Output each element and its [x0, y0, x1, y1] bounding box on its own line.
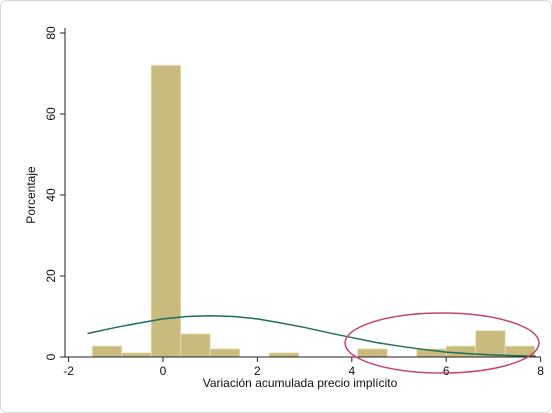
bar — [91, 345, 123, 358]
y-tick-label: 80 — [44, 26, 58, 40]
plot-area: 0 20 40 60 80 -2 0 2 4 6 8 — [44, 26, 544, 378]
bar — [209, 348, 241, 358]
bar — [445, 345, 477, 358]
x-axis-label: Variación acumulada precio implícito — [203, 376, 398, 390]
bar — [180, 333, 211, 358]
y-tick-label: 20 — [44, 269, 58, 283]
x-tick-label: 4 — [348, 364, 355, 378]
y-tick-label: 0 — [44, 353, 58, 360]
density-curve — [87, 314, 536, 357]
x-tick-label: 6 — [443, 364, 450, 378]
bar — [150, 65, 182, 358]
bar — [268, 352, 300, 358]
bar — [357, 348, 388, 358]
x-tick-label: 0 — [160, 364, 167, 378]
x-tick-label: 2 — [254, 364, 261, 378]
bar — [475, 330, 506, 358]
y-tick-label: 40 — [44, 188, 58, 202]
bar — [121, 352, 152, 358]
y-tick-label: 60 — [44, 107, 58, 121]
x-tick-label: -2 — [63, 364, 74, 378]
y-axis-label: Porcentaje — [24, 166, 38, 224]
highlight-ellipse — [344, 312, 540, 374]
x-tick-label: 8 — [537, 364, 544, 378]
